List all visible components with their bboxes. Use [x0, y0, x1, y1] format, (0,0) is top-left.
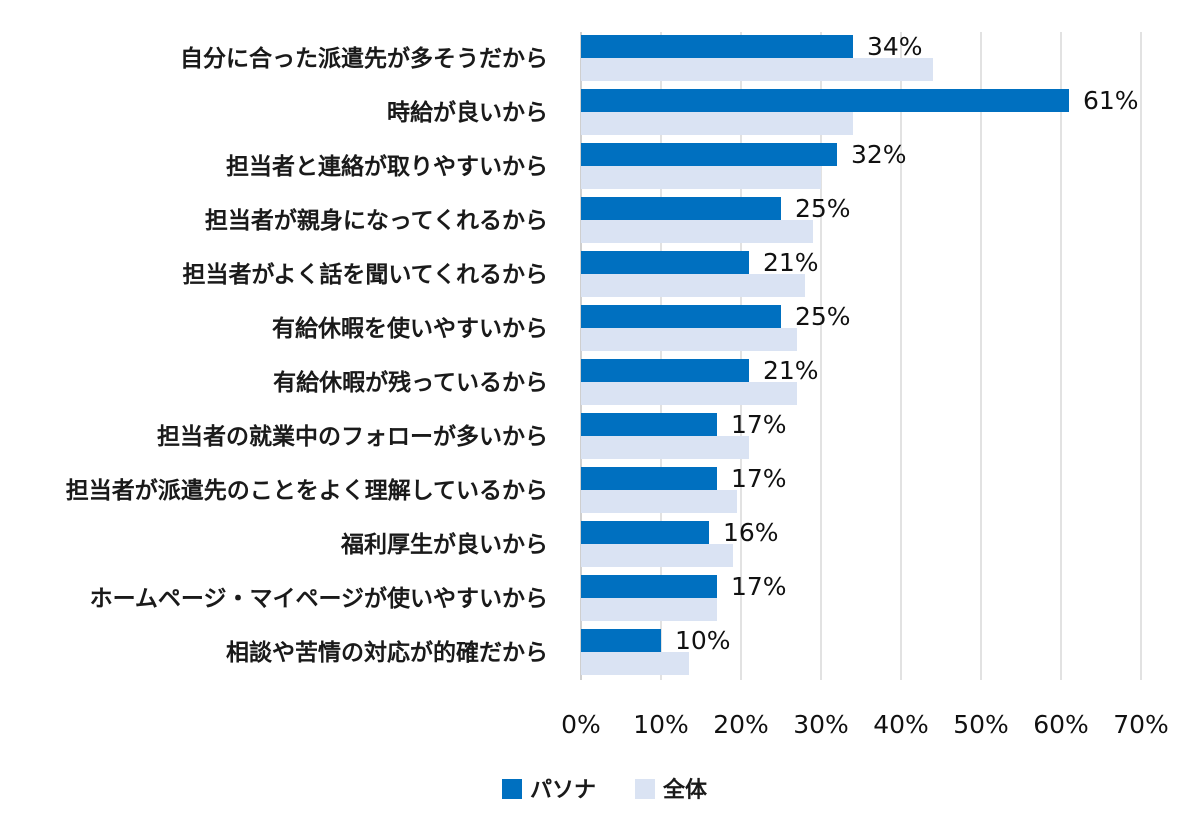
category-label: 時給が良いから [387, 99, 548, 126]
category-label: 福利厚生が良いから [340, 531, 548, 558]
category-label: 担当者が派遣先のことをよく理解しているから [66, 477, 548, 504]
bar-overall [581, 112, 853, 135]
bar-overall [581, 490, 737, 513]
x-tick-label: 30% [793, 710, 849, 739]
data-label: 16% [723, 518, 779, 547]
bar-pasona [581, 305, 781, 328]
gridlines [580, 32, 1142, 680]
x-tick-label: 50% [953, 710, 1009, 739]
data-label: 21% [763, 356, 819, 385]
bar-pasona [581, 251, 749, 274]
bar-pasona [581, 629, 661, 652]
data-label: 17% [731, 572, 787, 601]
legend-swatch-overall [635, 779, 655, 799]
category-label: 担当者が親身になってくれるから [205, 207, 548, 234]
x-tick-label: 70% [1113, 710, 1169, 739]
legend-label-overall: 全体 [662, 777, 708, 803]
category-label: 相談や苦情の対応が的確だから [226, 639, 548, 666]
bar-pasona [581, 359, 749, 382]
data-label: 17% [731, 464, 787, 493]
category-label: 有給休暇を使いやすいから [272, 315, 548, 342]
category-label: ホームページ・マイページが使いやすいから [90, 585, 548, 612]
x-tick-label: 20% [713, 710, 769, 739]
bar-pasona [581, 89, 1069, 112]
category-labels: 自分に合った派遣先が多そうだから時給が良いから担当者と連絡が取りやすいから担当者… [66, 45, 548, 666]
bar-overall [581, 220, 813, 243]
legend: パソナ 全体 [502, 777, 708, 803]
x-tick-label: 0% [561, 710, 601, 739]
bar-pasona [581, 521, 709, 544]
data-label: 21% [763, 248, 819, 277]
data-labels: 34%61%32%25%21%25%21%17%17%16%17%10% [675, 32, 1139, 655]
data-label: 32% [851, 140, 907, 169]
data-label: 34% [867, 32, 923, 61]
bar-pasona [581, 197, 781, 220]
bar-overall [581, 652, 689, 675]
bar-overall [581, 436, 749, 459]
bar-overall [581, 166, 821, 189]
x-axis-ticks: 0% 10% 20% 30% 40% 50% 60% 70% [561, 710, 1169, 739]
category-label: 担当者の就業中のフォローが多いから [157, 423, 548, 450]
x-tick-label: 60% [1033, 710, 1089, 739]
data-label: 61% [1083, 86, 1139, 115]
data-label: 10% [675, 626, 731, 655]
bars [581, 35, 1069, 675]
bar-pasona [581, 575, 717, 598]
data-label: 17% [731, 410, 787, 439]
data-label: 25% [795, 194, 851, 223]
bar-overall [581, 598, 717, 621]
x-tick-label: 10% [633, 710, 689, 739]
bar-pasona [581, 413, 717, 436]
legend-label-pasona: パソナ [530, 778, 596, 803]
legend-swatch-pasona [502, 779, 522, 799]
category-label: 有給休暇が残っているから [273, 369, 548, 396]
x-tick-label: 40% [873, 710, 929, 739]
bar-overall [581, 544, 733, 567]
data-label: 25% [795, 302, 851, 331]
bar-pasona [581, 467, 717, 490]
category-label: 担当者と連絡が取りやすいから [226, 153, 548, 180]
bar-pasona [581, 143, 837, 166]
bar-overall [581, 58, 933, 81]
bar-pasona [581, 35, 853, 58]
category-label: 自分に合った派遣先が多そうだから [180, 45, 548, 72]
bar-overall [581, 274, 805, 297]
category-label: 担当者がよく話を聞いてくれるから [183, 261, 548, 288]
bar-overall [581, 382, 797, 405]
bar-overall [581, 328, 797, 351]
